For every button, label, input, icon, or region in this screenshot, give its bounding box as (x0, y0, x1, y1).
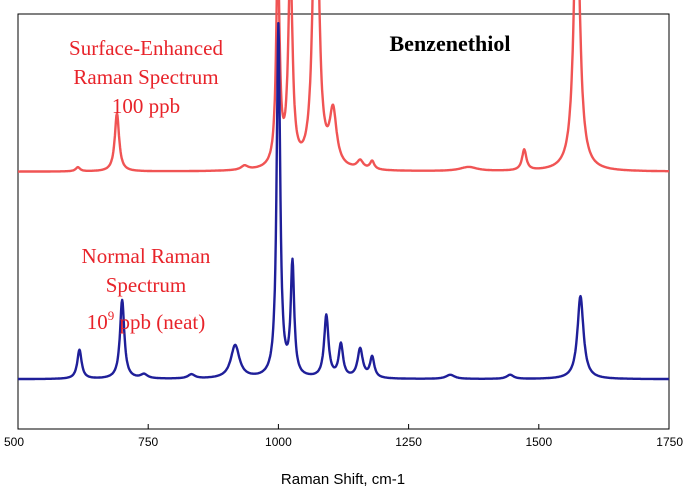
spectra-layer (17, 0, 670, 381)
sers-annotation-line-2: Raman Spectrum (73, 65, 218, 89)
normal-annotation: Normal Raman Spectrum 109 ppb (neat) (82, 244, 211, 334)
plot-frame (17, 13, 670, 430)
x-tick-label: 500 (4, 435, 24, 449)
x-axis-ticks: 500 750 1000 1250 1500 1750 (4, 424, 683, 449)
sers-annotation-line-1: Surface-Enhanced (69, 36, 223, 60)
concentration-base: 10 (87, 310, 108, 334)
concentration-unit: ppb (neat) (114, 310, 205, 334)
x-tick-label: 750 (138, 435, 158, 449)
x-tick-label: 1250 (395, 435, 422, 449)
normal-annotation-line-1: Normal Raman (82, 244, 211, 268)
x-tick-label: 1500 (525, 435, 552, 449)
x-tick-label: 1000 (265, 435, 292, 449)
sers-annotation: Surface-Enhanced Raman Spectrum 100 ppb (69, 36, 223, 118)
normal-raman-spectrum-line (17, 22, 670, 381)
concentration-exponent: 9 (108, 308, 115, 323)
normal-annotation-line-2: Spectrum (106, 273, 186, 297)
x-tick-label: 1750 (656, 435, 683, 449)
x-axis-label: Raman Shift, cm-1 (281, 471, 405, 488)
normal-annotation-line-3: 109 ppb (neat) (87, 308, 205, 334)
sers-spectrum-line (17, 0, 670, 173)
sers-annotation-line-3: 100 ppb (112, 94, 180, 118)
chart-title: Benzenethiol (390, 31, 511, 56)
